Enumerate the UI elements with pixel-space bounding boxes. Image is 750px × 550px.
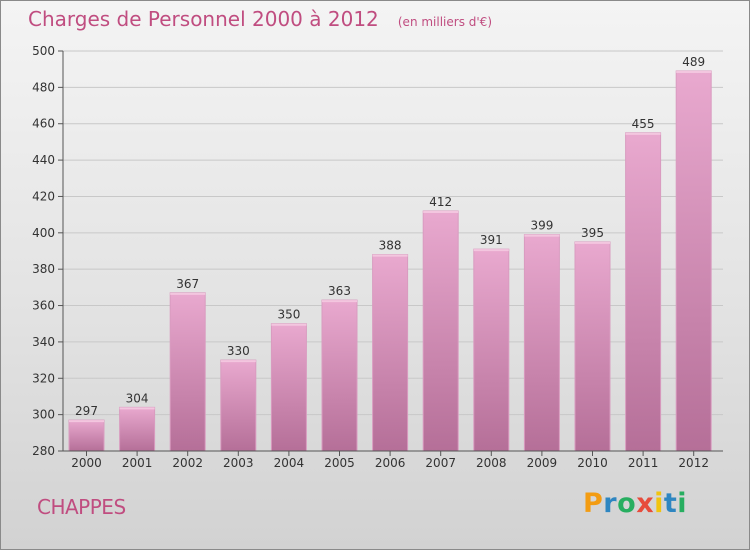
bar <box>473 248 510 452</box>
bar <box>523 234 560 452</box>
x-tick-label: 2009 <box>527 456 558 470</box>
data-label: 399 <box>530 219 553 233</box>
bar <box>422 210 459 452</box>
data-label: 412 <box>429 195 452 209</box>
x-tick-label: 2012 <box>678 456 709 470</box>
proxiti-logo: Proxiti <box>583 488 687 519</box>
y-tick-label: 440 <box>32 153 55 167</box>
y-tick-label: 280 <box>32 444 55 458</box>
bar <box>270 323 307 452</box>
x-tick-label: 2011 <box>628 456 659 470</box>
logo-letter: t <box>663 488 678 519</box>
data-label: 455 <box>632 117 655 131</box>
bar <box>675 70 712 452</box>
bar <box>372 254 409 452</box>
data-label: 330 <box>227 344 250 358</box>
data-label: 363 <box>328 284 351 298</box>
y-tick-label: 320 <box>32 371 55 385</box>
chart-title: Charges de Personnel 2000 à 2012 <box>28 7 379 31</box>
data-label: 391 <box>480 233 503 247</box>
logo-letter: r <box>603 488 618 519</box>
data-label: 388 <box>379 239 402 253</box>
logo-letter: x <box>636 488 655 519</box>
y-tick-label: 340 <box>32 335 55 349</box>
data-label: 350 <box>277 308 300 322</box>
y-tick-label: 500 <box>32 44 55 58</box>
data-label: 297 <box>75 404 98 418</box>
bar <box>321 299 358 452</box>
bar <box>119 406 156 452</box>
y-tick-label: 400 <box>32 226 55 240</box>
x-tick-label: 2000 <box>71 456 102 470</box>
x-tick-label: 2001 <box>122 456 153 470</box>
y-tick-label: 460 <box>32 117 55 131</box>
x-tick-label: 2008 <box>476 456 507 470</box>
y-tick-label: 480 <box>32 80 55 94</box>
y-tick-label: 360 <box>32 299 55 313</box>
x-tick-label: 2010 <box>577 456 608 470</box>
bar <box>220 359 257 452</box>
bar <box>169 292 206 452</box>
x-tick-label: 2003 <box>223 456 254 470</box>
data-label: 489 <box>682 55 705 69</box>
data-label: 395 <box>581 226 604 240</box>
commune-name: CHAPPES <box>37 495 126 519</box>
y-tick-label: 420 <box>32 189 55 203</box>
bar <box>574 241 611 452</box>
chart-title-block: Charges de Personnel 2000 à 2012 (en mil… <box>28 7 492 31</box>
y-tick-label: 380 <box>32 262 55 276</box>
x-tick-label: 2005 <box>324 456 355 470</box>
logo-letter: o <box>617 488 637 519</box>
logo-letter: i <box>677 488 688 519</box>
data-label: 367 <box>176 277 199 291</box>
bar <box>625 132 662 452</box>
x-tick-label: 2006 <box>375 456 406 470</box>
chart-subtitle: (en milliers d'€) <box>397 15 492 29</box>
data-label: 304 <box>126 391 149 405</box>
logo-letter: i <box>654 488 664 519</box>
logo-letter: P <box>583 488 604 519</box>
x-tick-label: 2007 <box>425 456 456 470</box>
x-tick-label: 2004 <box>274 456 305 470</box>
y-tick-label: 300 <box>32 408 55 422</box>
bar <box>68 419 105 452</box>
x-tick-label: 2002 <box>172 456 203 470</box>
